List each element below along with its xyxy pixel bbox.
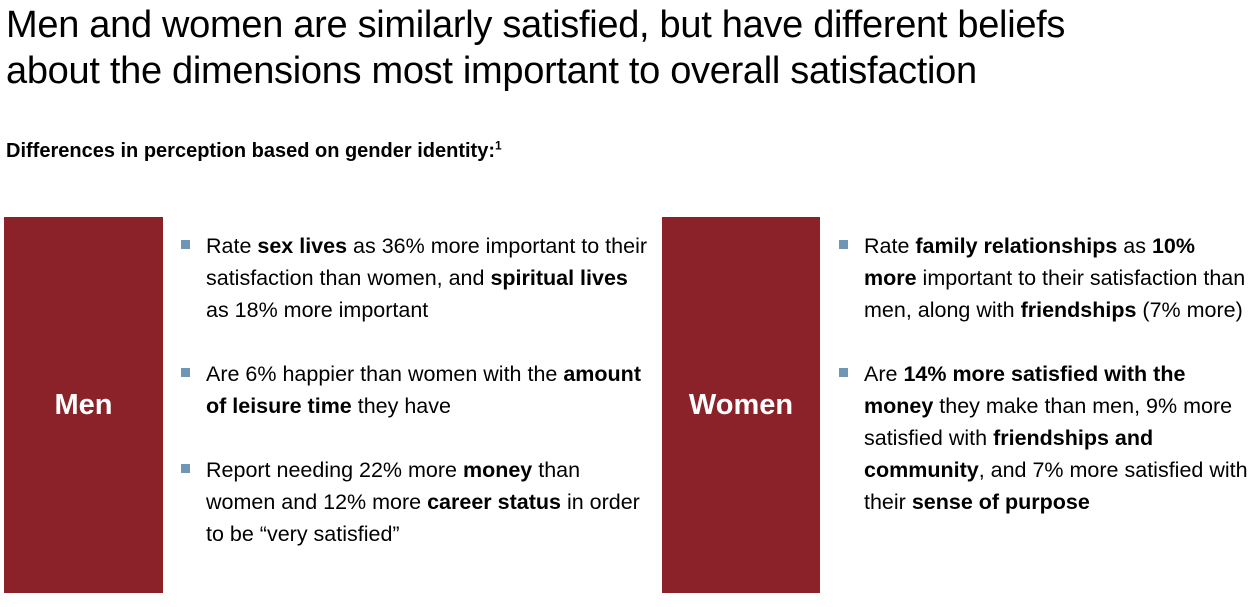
bullet-text: Rate xyxy=(864,234,916,258)
bullet-emphasis: 14% more satisfied with the money xyxy=(864,362,1186,418)
section-subtitle: Differences in perception based on gende… xyxy=(6,138,502,163)
men-label-block: Men xyxy=(4,217,163,593)
bullet-text: they have xyxy=(351,394,451,418)
bullet-emphasis: friendships xyxy=(1020,298,1137,322)
women-bullet-list: Rate family relationships as 10% more im… xyxy=(838,230,1250,550)
square-bullet-icon xyxy=(181,464,190,473)
bullet-text: Are xyxy=(864,362,904,386)
bullet-emphasis: amount of leisure time xyxy=(206,362,641,418)
bullet-emphasis: sex lives xyxy=(257,234,348,258)
bullet-emphasis: career status xyxy=(427,490,561,514)
page-title-line-2: about the dimensions most important to o… xyxy=(6,50,977,92)
men-bullet-1: Rate sex lives as 36% more important to … xyxy=(180,230,648,326)
bullet-text: Are 6% happier than women with the xyxy=(206,362,564,386)
subtitle-text: Differences in perception based on gende… xyxy=(6,140,495,162)
bullet-emphasis: friendships and community xyxy=(864,426,1154,482)
bullet-text: as 18% more important xyxy=(206,298,429,322)
square-bullet-icon xyxy=(839,368,848,377)
bullet-text: they make than men, 9% more satisfied wi… xyxy=(864,394,1233,450)
bullet-text: as 36% more important to their satisfact… xyxy=(206,234,648,290)
page-title-line-1: Men and women are similarly satisfied, b… xyxy=(6,4,1066,46)
men-bullet-list: Rate sex lives as 36% more important to … xyxy=(180,230,648,582)
bullet-emphasis: money xyxy=(462,458,533,482)
men-bullet-2: Are 6% happier than women with the amoun… xyxy=(180,358,648,422)
square-bullet-icon xyxy=(839,240,848,249)
bullet-text: Rate xyxy=(206,234,258,258)
men-label: Men xyxy=(54,388,113,421)
bullet-text: (7% more) xyxy=(1136,298,1243,322)
women-bullet-2: Are 14% more satisfied with the money th… xyxy=(838,358,1250,518)
bullet-text: Report needing 22% more xyxy=(206,458,463,482)
women-label-block: Women xyxy=(662,217,820,593)
bullet-emphasis: sense of purpose xyxy=(911,490,1090,514)
bullet-emphasis: spiritual lives xyxy=(490,266,628,290)
bullet-emphasis: 10% more xyxy=(864,234,1196,290)
bullet-text: than women and 12% more xyxy=(206,458,581,514)
bullet-text: important to their satisfaction than men… xyxy=(864,266,1246,322)
bullet-text: as xyxy=(1117,234,1152,258)
bullet-text: in order to be “very satisfied” xyxy=(206,490,640,546)
page-title: Men and women are similarly satisfied, b… xyxy=(6,2,1256,94)
women-bullet-1: Rate family relationships as 10% more im… xyxy=(838,230,1250,326)
bullet-emphasis: family relationships xyxy=(915,234,1118,258)
men-bullet-3: Report needing 22% more money than women… xyxy=(180,454,648,550)
women-label: Women xyxy=(688,388,794,421)
footnote-marker: 1 xyxy=(494,138,502,153)
square-bullet-icon xyxy=(181,240,190,249)
square-bullet-icon xyxy=(181,368,190,377)
bullet-text: , and 7% more satisfied with their xyxy=(864,458,1248,514)
